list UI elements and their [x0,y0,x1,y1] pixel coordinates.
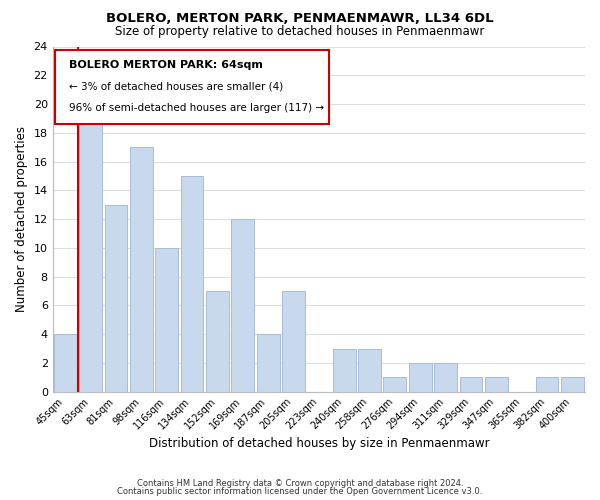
Bar [434,363,457,392]
Bar [130,147,153,392]
Text: 96% of semi-detached houses are larger (117) →: 96% of semi-detached houses are larger (… [68,104,324,114]
Text: BOLERO MERTON PARK: 64sqm: BOLERO MERTON PARK: 64sqm [68,60,263,70]
Text: ← 3% of detached houses are smaller (4): ← 3% of detached houses are smaller (4) [68,81,283,91]
Bar [206,291,229,392]
Bar [333,348,356,392]
Bar [460,378,482,392]
Bar [561,378,584,392]
Bar [54,334,77,392]
Bar [232,219,254,392]
Bar [536,378,559,392]
X-axis label: Distribution of detached houses by size in Penmaenmawr: Distribution of detached houses by size … [149,437,489,450]
Text: Contains public sector information licensed under the Open Government Licence v3: Contains public sector information licen… [118,487,482,496]
Bar [155,248,178,392]
Bar [282,291,305,392]
Text: Size of property relative to detached houses in Penmaenmawr: Size of property relative to detached ho… [115,25,485,38]
Bar [79,104,102,392]
Bar [409,363,431,392]
Bar [383,378,406,392]
Bar [181,176,203,392]
Bar [104,204,127,392]
Text: BOLERO, MERTON PARK, PENMAENMAWR, LL34 6DL: BOLERO, MERTON PARK, PENMAENMAWR, LL34 6… [106,12,494,26]
Text: Contains HM Land Registry data © Crown copyright and database right 2024.: Contains HM Land Registry data © Crown c… [137,478,463,488]
Bar [358,348,381,392]
Y-axis label: Number of detached properties: Number of detached properties [15,126,28,312]
Bar [485,378,508,392]
FancyBboxPatch shape [55,50,329,124]
Bar [257,334,280,392]
